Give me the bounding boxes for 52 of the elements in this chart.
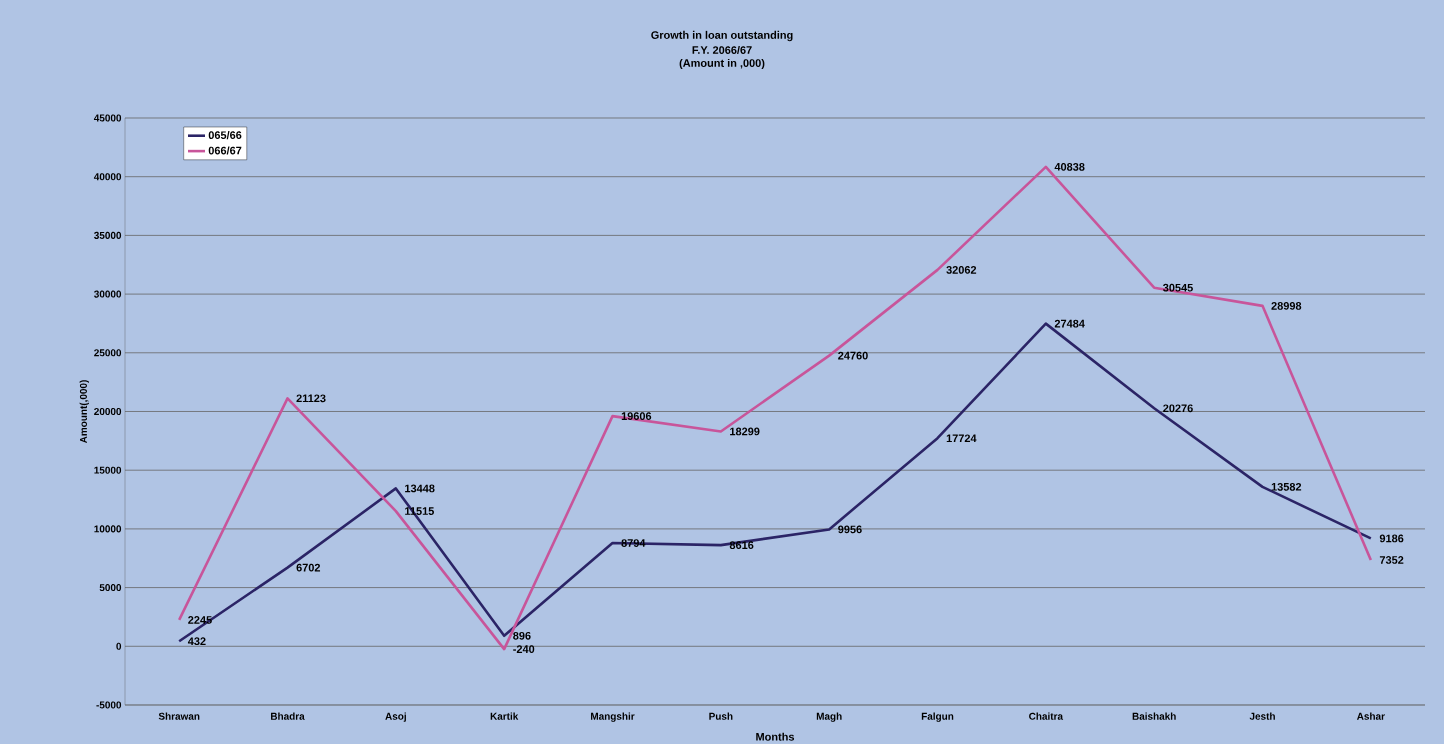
data-label: 27484 xyxy=(1054,319,1085,328)
legend-label: 066/67 xyxy=(208,146,242,155)
y-tick-label: -5000 xyxy=(96,701,122,709)
y-tick-label: 35000 xyxy=(94,231,122,239)
data-label: 7352 xyxy=(1379,556,1404,564)
data-label: 18299 xyxy=(730,427,760,436)
y-tick-label: 5000 xyxy=(99,584,122,592)
data-label: 28998 xyxy=(1271,301,1302,310)
y-tick-label: 10000 xyxy=(94,525,122,533)
x-tick-label: Shrawan xyxy=(158,712,200,720)
line-series xyxy=(177,165,1373,651)
data-label: 8616 xyxy=(729,541,754,550)
y-tick-label: 30000 xyxy=(94,290,122,298)
data-label: 21123 xyxy=(296,394,326,403)
x-tick-label: Jesth xyxy=(1249,712,1275,720)
data-label: 13582 xyxy=(1271,482,1302,491)
data-label: 20276 xyxy=(1163,404,1193,413)
data-label: 9956 xyxy=(838,525,862,534)
data-label: 32062 xyxy=(946,266,977,274)
x-tick-label: Baishakh xyxy=(1132,712,1176,720)
x-tick-label: Kartik xyxy=(490,712,519,720)
data-label: 17724 xyxy=(946,434,977,443)
data-label: 896 xyxy=(513,631,531,640)
x-tick-label: Ashar xyxy=(1356,712,1385,720)
x-tick-label: Mangshir xyxy=(591,712,635,722)
y-tick-label: 45000 xyxy=(93,114,122,122)
x-tick-label: Magh xyxy=(816,712,842,722)
y-tick-label: 25000 xyxy=(94,349,122,357)
x-tick-label: Asoj xyxy=(385,712,406,722)
y-tick-label: 40000 xyxy=(93,173,122,181)
data-label: 19606 xyxy=(621,412,652,420)
x-tick-label: Bhadra xyxy=(271,712,305,720)
data-label: 13448 xyxy=(405,484,435,493)
data-label: 24760 xyxy=(838,351,868,360)
data-label: 30545 xyxy=(1163,283,1193,292)
y-tick-label: 20000 xyxy=(94,407,122,416)
data-label: 6702 xyxy=(296,563,321,572)
y-tick-label: 15000 xyxy=(94,466,122,474)
x-axis-title: Months xyxy=(756,732,795,741)
chart-subtitle: F.Y. 2066/67 xyxy=(692,45,752,55)
data-label: 432 xyxy=(187,637,206,646)
chart-title: Growth in loan outstanding xyxy=(651,30,793,42)
data-label: -240 xyxy=(513,645,535,653)
x-tick-label: Chaitra xyxy=(1029,712,1064,720)
legend-label: 065/66 xyxy=(208,130,242,140)
data-label: 9186 xyxy=(1379,534,1404,543)
y-axis-title: Amount(,000) xyxy=(79,380,89,444)
text: (Amount in ,000) xyxy=(679,58,765,70)
y-tick-label: 0 xyxy=(116,642,122,650)
x-tick-label: Falgun xyxy=(921,712,954,722)
x-tick-label: Push xyxy=(709,712,733,720)
data-label: 40838 xyxy=(1054,162,1085,171)
